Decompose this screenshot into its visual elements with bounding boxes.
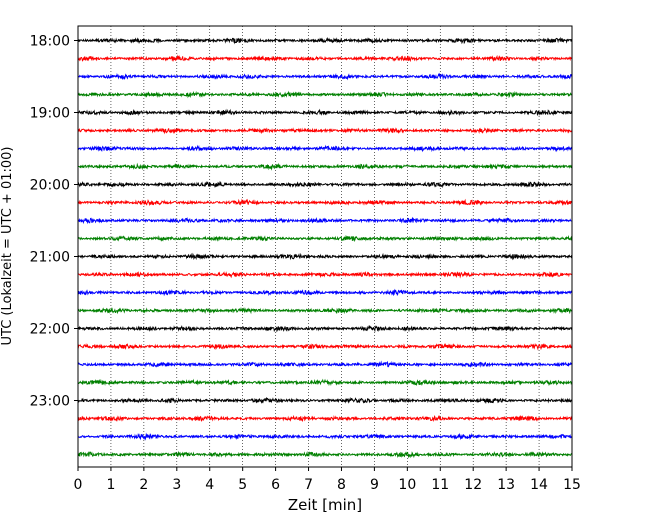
x-tick-label-10: 10 bbox=[398, 477, 416, 493]
x-tick-label-7: 7 bbox=[304, 477, 313, 493]
x-tick-label-11: 11 bbox=[431, 477, 449, 493]
trace-2045 bbox=[77, 234, 573, 243]
trace-1915 bbox=[77, 127, 573, 135]
x-tick-label-0: 0 bbox=[74, 477, 83, 493]
x-tick-label-15: 15 bbox=[563, 477, 581, 493]
trace-2230 bbox=[77, 360, 573, 368]
x-tick-label-12: 12 bbox=[464, 477, 482, 493]
x-tick-label-14: 14 bbox=[530, 477, 548, 493]
x-tick-label-13: 13 bbox=[497, 477, 515, 493]
x-axis-label: Zeit [min] bbox=[288, 496, 362, 514]
trace-1800 bbox=[77, 36, 573, 45]
trace-1845 bbox=[77, 90, 573, 99]
trace-2315 bbox=[77, 414, 573, 423]
y-tick-label-2200: 22:00 bbox=[30, 322, 70, 338]
trace-2200 bbox=[77, 324, 573, 333]
trace-2130 bbox=[77, 288, 573, 297]
y-tick-label-2000: 20:00 bbox=[30, 178, 70, 194]
trace-1930 bbox=[77, 144, 573, 153]
x-tick-label-3: 3 bbox=[172, 477, 181, 493]
y-axis-label: UTC (Lokalzeit = UTC + 01:00) bbox=[0, 147, 15, 346]
trace-2145 bbox=[77, 306, 573, 315]
x-tick-label-8: 8 bbox=[337, 477, 346, 493]
x-tick-label-1: 1 bbox=[106, 477, 115, 493]
x-tick-label-5: 5 bbox=[238, 477, 247, 493]
x-tick-label-2: 2 bbox=[139, 477, 148, 493]
trace-2000 bbox=[77, 180, 573, 189]
y-tick-label-1900: 19:00 bbox=[30, 106, 70, 122]
y-tick-label-2300: 23:00 bbox=[30, 394, 70, 410]
trace-2030 bbox=[77, 216, 573, 225]
trace-2330 bbox=[77, 432, 573, 441]
trace-2245 bbox=[77, 378, 573, 387]
x-tick-label-6: 6 bbox=[271, 477, 280, 493]
y-tick-label-1800: 18:00 bbox=[30, 34, 70, 50]
trace-2300 bbox=[77, 396, 573, 404]
x-tick-label-4: 4 bbox=[205, 477, 214, 493]
x-tick-label-9: 9 bbox=[370, 477, 379, 493]
trace-2015 bbox=[77, 198, 573, 207]
trace-1830 bbox=[77, 72, 573, 81]
trace-1945 bbox=[77, 162, 573, 171]
trace-2100 bbox=[77, 252, 573, 261]
trace-2115 bbox=[77, 270, 573, 279]
x-axis-ticks: 0 1 2 3 4 5 6 7 8 9 10 11 12 13 14 15 bbox=[74, 467, 581, 493]
trace-2345 bbox=[77, 450, 573, 459]
trace-1900 bbox=[77, 108, 573, 117]
trace-1815 bbox=[77, 54, 573, 63]
trace-layer bbox=[77, 36, 573, 459]
y-axis-ticks: 18:00 19:00 20:00 21:00 22:00 23:00 bbox=[30, 34, 78, 410]
plot-frame bbox=[77, 25, 573, 468]
y-tick-label-2100: 21:00 bbox=[30, 250, 70, 266]
trace-2215 bbox=[77, 342, 573, 351]
